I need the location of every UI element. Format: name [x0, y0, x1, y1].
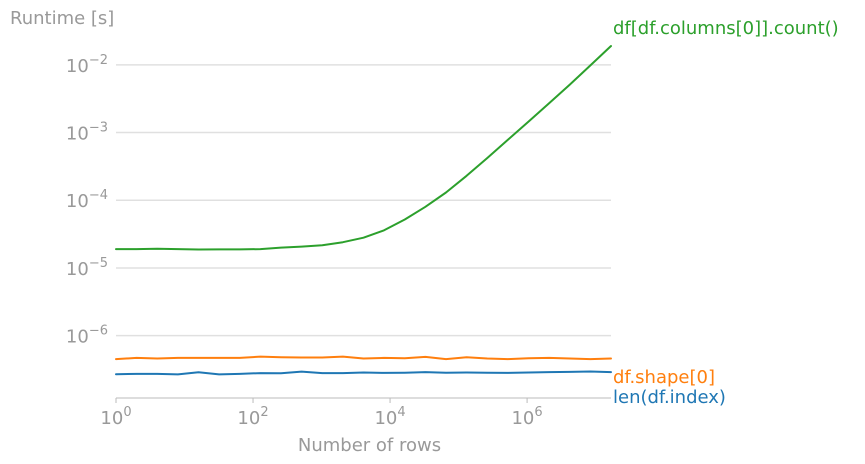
series-label-layer: df[df.columns[0]].count() df.shape[0]len(…: [613, 18, 839, 408]
x-tick-label-3-exp: 6: [534, 405, 542, 420]
y-tick-label-1-base: 10: [66, 259, 89, 280]
y-tick-label-2: 10−4: [66, 188, 108, 212]
x-tick-label-2: 104: [374, 405, 405, 429]
x-axis-label: Number of rows: [298, 435, 441, 456]
y-tick-label-0-exp: −6: [89, 324, 108, 339]
x-tick-label-0-base: 10: [100, 408, 123, 429]
x-tick-label-2-base: 10: [374, 408, 397, 429]
y-tick-label-4: 10−2: [66, 53, 108, 77]
y-tick-label-0-base: 10: [66, 327, 89, 348]
y-axis-label: Runtime [s]: [10, 8, 114, 29]
series-label-2: len(df.index): [613, 387, 726, 408]
series-line-0: [115, 45, 612, 251]
grid-layer: [116, 64, 611, 337]
y-tick-label-2-exp: −4: [89, 188, 108, 203]
series-line-1: [115, 355, 612, 361]
x-tick-layer: 100 102 104 106: [100, 398, 543, 429]
y-tick-label-2-base: 10: [66, 191, 89, 212]
series-label-0: df[df.columns[0]].count(): [613, 18, 839, 39]
series-line-2: [115, 370, 612, 376]
y-tick-layer: 10−610−510−410−310−2: [66, 53, 108, 348]
x-tick-label-0: 100: [100, 405, 131, 429]
x-tick-label-1-base: 10: [237, 408, 260, 429]
x-tick-label-3: 106: [511, 405, 542, 429]
x-tick-label-3-base: 10: [511, 408, 534, 429]
series-layer: [115, 45, 612, 376]
x-tick-label-2-exp: 4: [397, 405, 405, 420]
x-tick-label-1-exp: 2: [260, 405, 268, 420]
y-tick-label-3: 10−3: [66, 121, 108, 145]
y-tick-label-1: 10−5: [66, 256, 108, 280]
y-tick-label-3-base: 10: [66, 124, 89, 145]
y-tick-label-4-exp: −2: [89, 53, 108, 68]
y-tick-label-0: 10−6: [66, 324, 108, 348]
series-label-1: df.shape[0]: [613, 367, 715, 388]
y-tick-label-1-exp: −5: [89, 256, 108, 271]
x-tick-label-0-exp: 0: [123, 405, 131, 420]
y-tick-label-3-exp: −3: [89, 121, 108, 136]
y-tick-label-4-base: 10: [66, 56, 89, 77]
x-tick-label-1: 102: [237, 405, 268, 429]
